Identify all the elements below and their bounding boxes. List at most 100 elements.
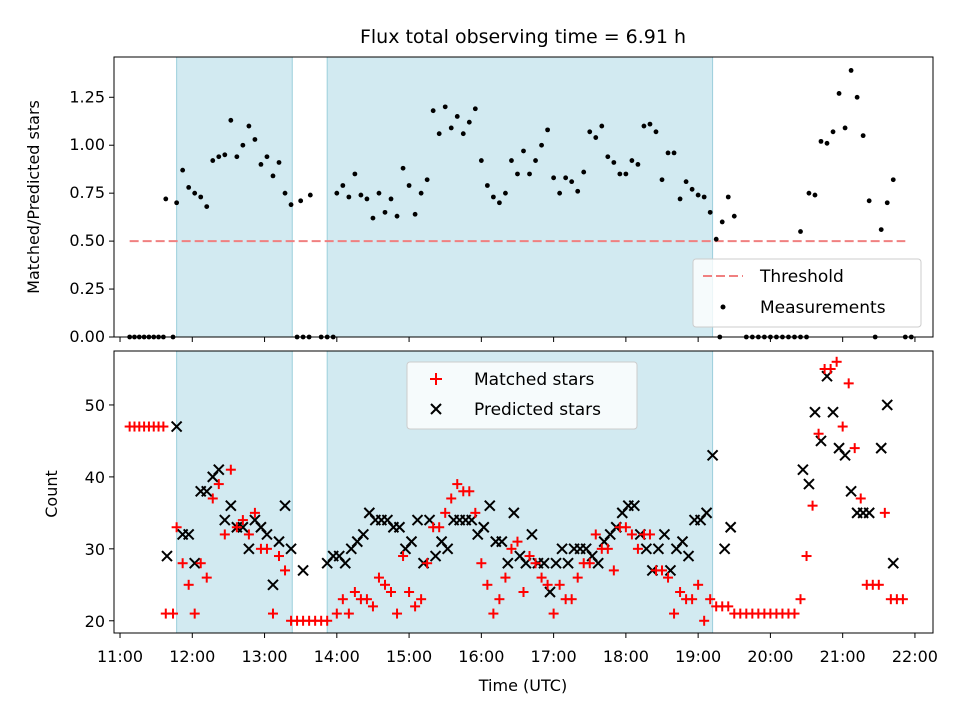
matched-stars-point	[168, 608, 179, 619]
predicted-stars-point	[496, 535, 508, 548]
measurement-point	[298, 198, 304, 204]
top-axes-frame	[113, 56, 934, 338]
bottom-x-tick-label: 14:00	[314, 647, 360, 666]
predicted-stars-point	[188, 557, 201, 569]
matched-stars-point	[488, 608, 499, 619]
measurement-point	[599, 123, 605, 129]
measurement-point	[836, 91, 842, 96]
bottom-y-tick-label: 40	[85, 468, 105, 487]
observing-window-0	[176, 56, 293, 338]
matched-stars-point	[361, 594, 372, 605]
top-legend: Threshold Measurements	[692, 258, 922, 328]
predicted-stars-point	[357, 528, 370, 541]
legend-measurements-swatch	[720, 304, 726, 310]
matched-stars-point	[837, 421, 848, 432]
predicted-stars-point	[628, 499, 641, 512]
matched-stars-point	[590, 529, 601, 540]
measurement-point	[418, 190, 424, 196]
matched-stars-point	[494, 594, 505, 605]
measurement-point	[557, 190, 563, 196]
matched-stars-point	[434, 522, 445, 533]
measurement-point	[192, 190, 198, 196]
matched-stars-point	[213, 479, 224, 490]
bottom-x-tick-label: 18:00	[603, 647, 649, 666]
predicted-stars-point	[803, 478, 815, 490]
ratio-panel: 0.00 0.25 0.50 0.75 1.00 1.25 Flux total obse…	[24, 26, 934, 346]
bottom-legend: Matched stars Predicted stars	[406, 361, 638, 430]
matched-stars-point	[626, 529, 637, 540]
matched-stars-point	[536, 572, 547, 583]
measurement-point	[860, 133, 866, 139]
measurement-point	[163, 196, 169, 202]
bottom-y-axis-label: Count	[42, 470, 61, 518]
matched-stars-point	[723, 601, 734, 612]
measurement-point	[186, 185, 192, 190]
measurement-point	[659, 177, 665, 183]
predicted-stars-point	[706, 449, 719, 462]
matched-stars-point	[602, 543, 613, 554]
predicted-stars-point	[640, 543, 653, 555]
matched-stars-point	[171, 522, 182, 533]
measurement-point	[258, 161, 264, 167]
predicted-stars-point	[201, 485, 213, 497]
matched-stars-point	[608, 565, 619, 576]
measurement-point	[683, 179, 689, 185]
measurement-point	[824, 140, 830, 146]
predicted-stars-point	[508, 507, 520, 519]
matched-stars-point	[482, 579, 493, 590]
measurement-point	[563, 175, 569, 181]
matched-stars-point	[349, 586, 360, 597]
matched-stars-point	[632, 543, 643, 554]
measurement-point	[406, 183, 412, 188]
matched-stars-point	[452, 479, 463, 490]
predicted-stars-point	[478, 521, 490, 533]
measurement-point	[503, 190, 508, 196]
measurement-point	[521, 148, 526, 154]
measurement-point	[352, 171, 358, 177]
measurement-point	[575, 188, 581, 194]
matched-stars-point	[518, 586, 529, 597]
predicted-stars-point	[441, 543, 454, 555]
measurement-point	[665, 150, 671, 156]
predicted-stars-point	[297, 564, 309, 577]
matched-stars-point	[195, 558, 206, 569]
bottom-x-tick-label: 21:00	[820, 647, 866, 666]
predicted-stars-point	[562, 557, 574, 569]
matched-stars-point	[201, 572, 212, 583]
top-y-tick-label: 0.75	[69, 183, 105, 202]
measurement-point	[695, 192, 701, 198]
measurement-point	[587, 129, 593, 135]
measurement-point	[509, 158, 514, 163]
matched-stars-point	[386, 586, 397, 597]
top-y-tick-label: 1.25	[69, 87, 105, 106]
matched-stars-point	[322, 615, 333, 626]
measurement-point	[394, 213, 400, 219]
matched-stars-point	[644, 529, 655, 540]
measurement-point	[707, 209, 713, 215]
measurement-point	[246, 123, 252, 129]
measurement-point	[605, 154, 611, 160]
predicted-stars-point	[267, 579, 279, 591]
measurement-point	[382, 209, 388, 215]
measurement-point	[617, 171, 623, 177]
measurement-point	[812, 192, 818, 198]
matched-stars-point	[470, 507, 481, 518]
predicted-stars-point	[718, 543, 731, 555]
matched-stars-point	[566, 594, 577, 605]
top-x-ticks	[119, 337, 916, 342]
measurement-point	[340, 183, 346, 188]
measurement-point	[515, 171, 520, 177]
measurement-point	[282, 190, 288, 196]
measurement-point	[629, 158, 635, 163]
matched-stars-point	[699, 615, 710, 626]
measurement-point	[725, 194, 731, 200]
matched-stars-point	[219, 529, 230, 540]
matched-stars-point	[177, 558, 188, 569]
measurement-point	[713, 236, 719, 242]
matched-stars-point	[422, 558, 433, 569]
top-legend-box	[692, 258, 922, 328]
matched-stars-point	[476, 558, 487, 569]
measurement-point	[412, 211, 418, 217]
legend-predicted-label: Predicted stars	[474, 400, 601, 420]
